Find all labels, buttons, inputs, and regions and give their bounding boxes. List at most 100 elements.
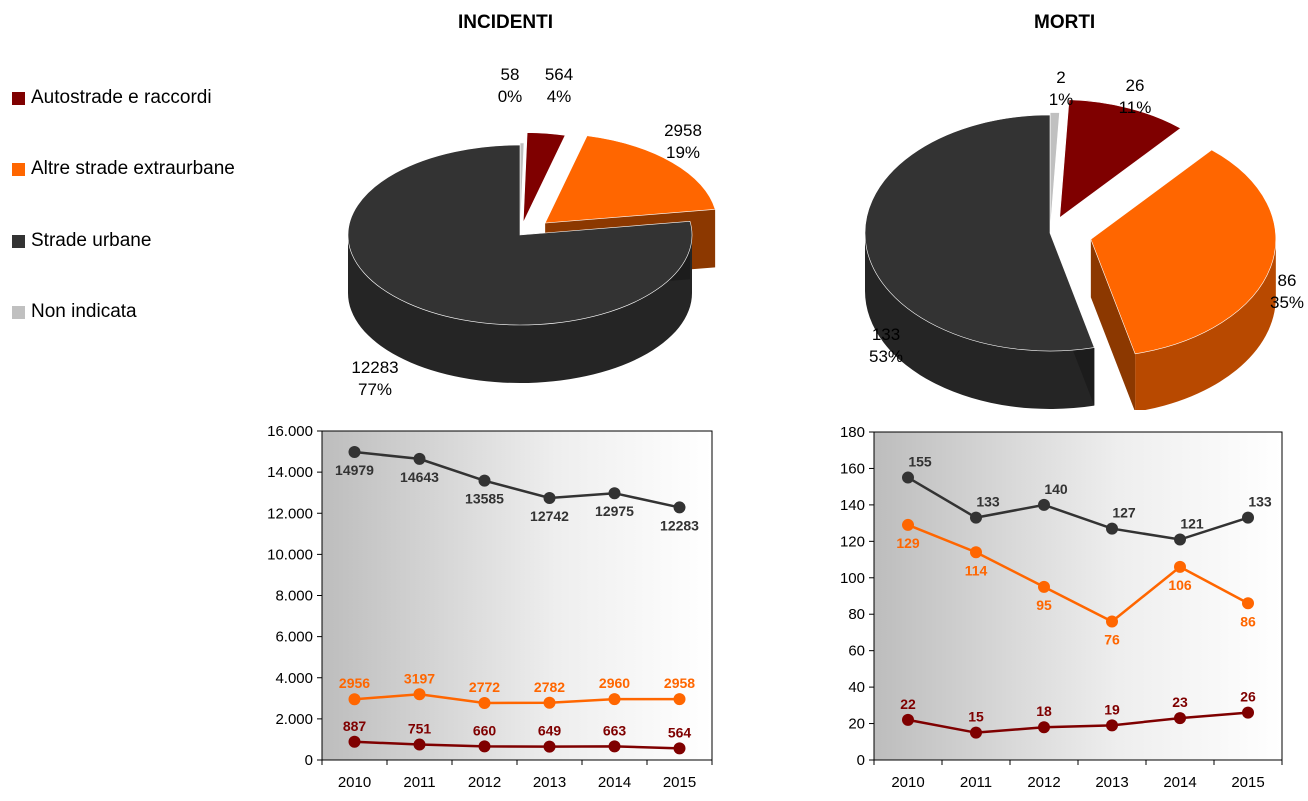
data-point	[673, 693, 686, 706]
y-tick-label: 160	[840, 460, 865, 477]
pie-value-label: 26	[1126, 76, 1145, 95]
data-point	[1038, 580, 1050, 593]
data-point	[1174, 560, 1186, 573]
x-tick-label: 2013	[1095, 774, 1128, 791]
data-label: 751	[408, 721, 432, 737]
data-point	[608, 693, 621, 706]
y-tick-label: 6.000	[275, 629, 313, 646]
data-point	[1242, 511, 1254, 524]
pie-slice	[1090, 149, 1277, 355]
pie-slice-side	[348, 235, 692, 383]
pie-value-label: 133	[872, 325, 900, 344]
data-point	[1106, 522, 1118, 535]
data-label: 133	[976, 494, 1000, 510]
data-point	[902, 713, 914, 726]
legend-label: Autostrade e raccordi	[31, 87, 212, 108]
legend-item-non-indicata: Non indicata	[12, 300, 137, 324]
data-point	[413, 452, 426, 465]
pie-percent-label: 1%	[1049, 90, 1074, 109]
x-tick-label: 2011	[403, 774, 435, 791]
data-point	[1242, 597, 1254, 610]
y-tick-label: 14.000	[267, 464, 313, 481]
data-label: 12975	[595, 503, 634, 519]
plot-area	[321, 430, 713, 761]
data-label: 12742	[530, 508, 569, 524]
y-tick-label: 16.000	[267, 423, 313, 440]
data-point	[673, 501, 686, 514]
data-point	[1038, 721, 1050, 734]
y-tick-label: 0	[857, 752, 865, 769]
pie-value-label: 58	[501, 65, 520, 84]
pie-value-label: 564	[545, 65, 573, 84]
y-tick-label: 60	[848, 643, 865, 660]
x-tick-label: 2012	[1027, 774, 1060, 791]
legend-item-urbane: Strade urbane	[12, 229, 151, 253]
pie-slice	[522, 132, 566, 223]
data-label: 22	[900, 696, 916, 712]
pie-slice-side	[865, 233, 1095, 409]
data-point	[348, 735, 361, 748]
data-point	[902, 518, 914, 531]
legend-swatch	[12, 91, 25, 105]
data-label: 127	[1112, 505, 1136, 521]
data-point	[1174, 533, 1186, 546]
y-tick-label: 120	[840, 533, 865, 550]
pie-slice-face	[1090, 239, 1136, 410]
pie-percent-label: 77%	[358, 380, 392, 399]
data-label: 2782	[534, 679, 565, 695]
pie-slice	[544, 135, 716, 224]
pie-chart-morti: 2 1% 26 11% 86 35% 133 53%	[864, 68, 1304, 410]
data-label: 12283	[660, 517, 699, 533]
pie-chart-incidenti: 58 0% 564 4% 2958 19% 12283 77%	[347, 65, 716, 399]
data-label: 76	[1104, 632, 1120, 648]
y-tick-label: 2.000	[275, 711, 313, 728]
data-label: 14643	[400, 469, 439, 485]
y-tick-label: 10.000	[267, 546, 313, 563]
data-label: 2772	[469, 679, 500, 695]
legend-item-altre: Altre strade extraurbane	[12, 157, 235, 181]
data-label: 887	[343, 718, 367, 734]
series-line	[907, 476, 1249, 541]
pie-value-label: 86	[1278, 271, 1297, 290]
data-point	[970, 511, 982, 524]
data-point	[413, 738, 426, 751]
pie-slice	[347, 144, 693, 326]
series-line	[354, 740, 680, 750]
legend-swatch	[12, 305, 25, 319]
y-tick-label: 8.000	[275, 588, 313, 605]
data-label: 95	[1036, 597, 1052, 613]
data-point	[478, 740, 491, 753]
data-point	[543, 491, 556, 504]
data-label: 564	[668, 724, 692, 740]
data-label: 114	[965, 562, 988, 578]
legend-item-autostrade: Autostrade e raccordi	[12, 86, 212, 110]
pie-title-morti: MORTI	[1034, 12, 1096, 33]
data-label: 649	[538, 723, 562, 739]
pie-slice	[864, 114, 1095, 352]
data-point	[348, 445, 361, 458]
data-point	[478, 697, 491, 710]
x-tick-label: 2015	[1231, 774, 1264, 791]
pie-percent-label: 35%	[1270, 293, 1304, 312]
line-chart-morti: 0 20 40 60 80 100 120 140 160 180 2010 2011 2012 2013…	[840, 424, 1283, 791]
data-label: 121	[1180, 516, 1204, 532]
data-label: 2960	[599, 675, 630, 691]
data-label: 133	[1248, 494, 1272, 510]
pie-value-label: 2958	[664, 121, 702, 140]
data-label: 155	[908, 454, 932, 470]
y-tick-label: 4.000	[275, 670, 313, 687]
data-label: 2958	[664, 675, 695, 691]
data-point	[1174, 712, 1186, 725]
data-point	[1106, 719, 1118, 732]
pie-value-label: 2	[1056, 68, 1065, 87]
data-point	[543, 696, 556, 709]
pie-slice-side	[1135, 239, 1276, 410]
y-tick-label: 180	[840, 424, 865, 441]
data-label: 86	[1240, 613, 1256, 629]
data-point	[1038, 498, 1050, 511]
data-label: 14979	[335, 462, 374, 478]
x-tick-label: 2014	[598, 774, 631, 791]
data-label: 2956	[339, 675, 370, 691]
data-label: 13585	[465, 491, 504, 507]
y-tick-label: 80	[848, 606, 865, 623]
